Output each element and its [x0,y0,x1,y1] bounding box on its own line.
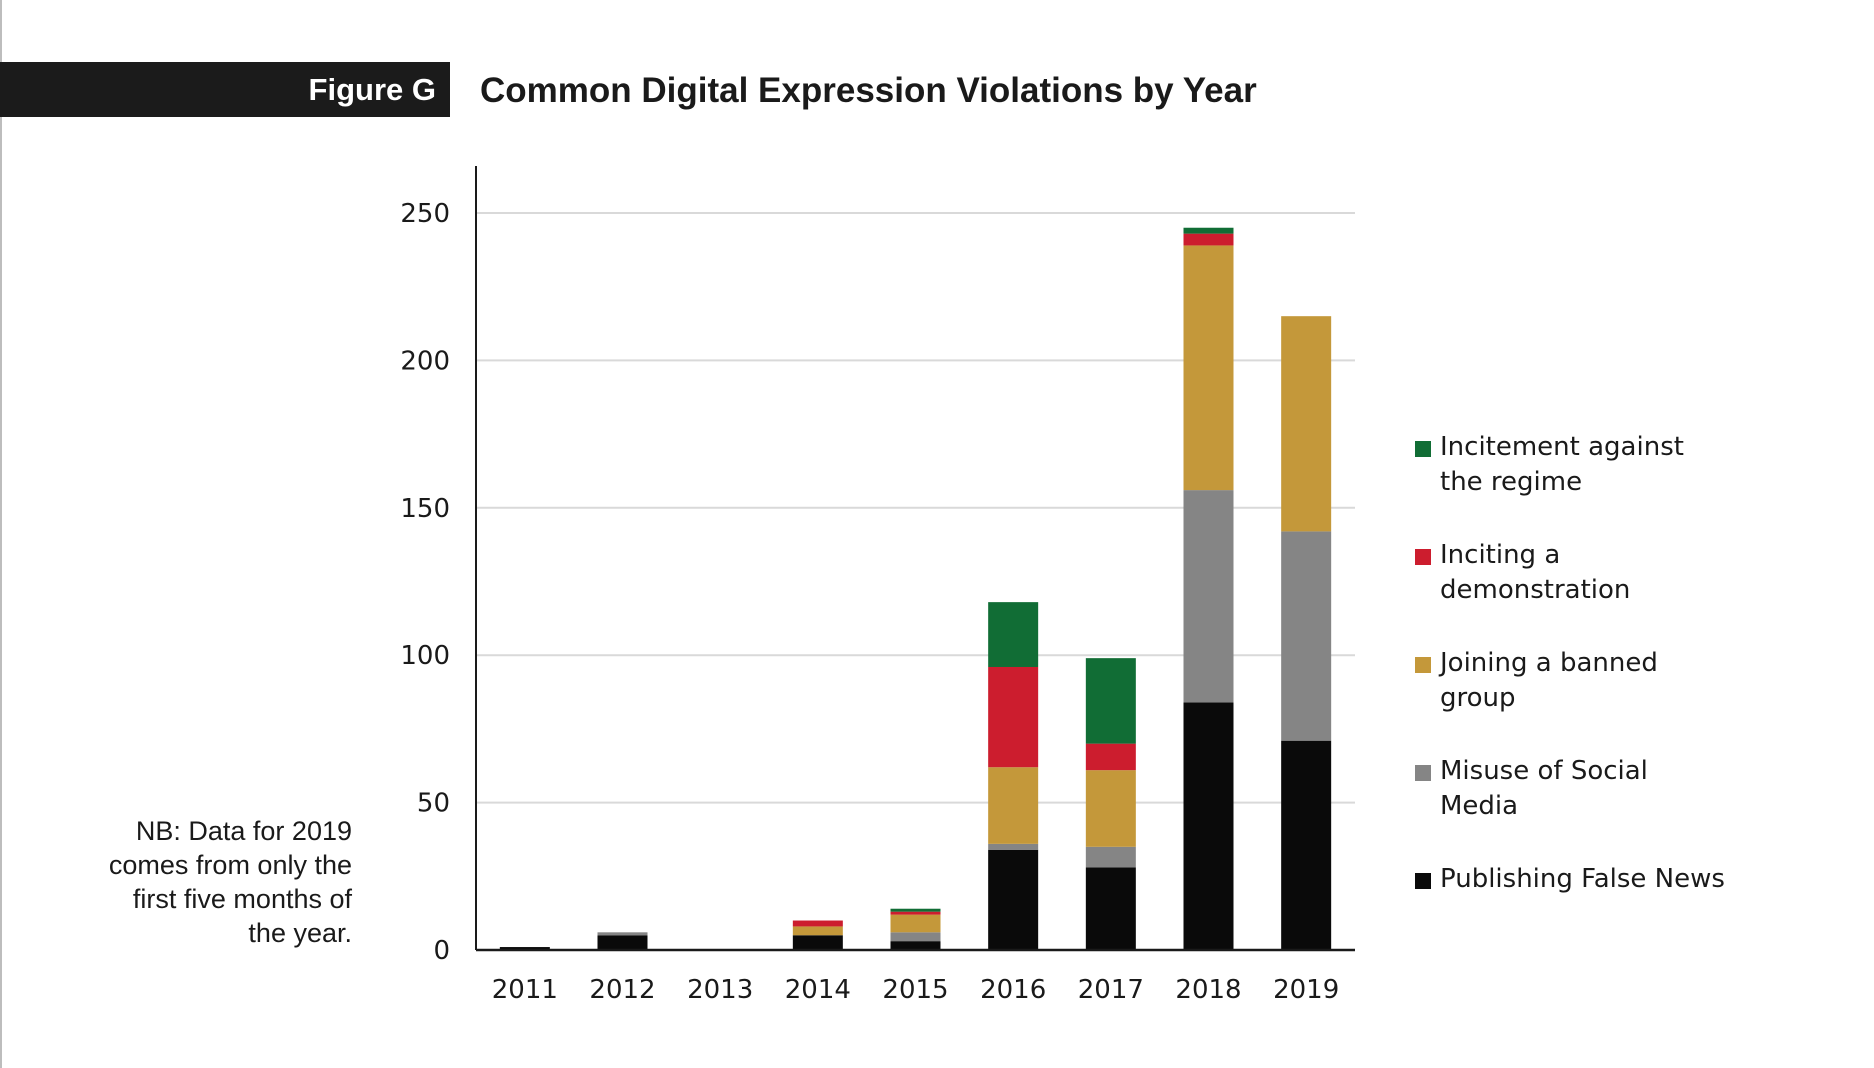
bar-segment-banned-group-2016 [988,767,1039,844]
legend-swatch [1415,873,1431,889]
legend-item-inciting-demo: Inciting a demonstration [1415,538,1745,646]
legend-item-false-news: Publishing False News [1415,862,1745,970]
legend-label: Incitement against the regime [1440,432,1684,497]
legend-item-social-media: Misuse of Social Media [1415,754,1745,862]
legend-swatch [1415,549,1431,565]
bar-segment-false-news-2014 [792,935,843,950]
axes [475,166,1355,952]
bar-segment-inciting-demo-2016 [988,666,1039,768]
legend-swatch [1415,657,1431,673]
bar-segment-inciting-demo-2015 [890,911,941,915]
bar-segment-banned-group-2019 [1281,316,1332,532]
y-tick-label: 100 [400,641,450,671]
bar-segment-inciting-demo-2018 [1183,233,1234,246]
x-tick-label: 2019 [1273,975,1339,1005]
bar-segment-social-media-2017 [1085,846,1136,868]
bar-segment-banned-group-2017 [1085,770,1136,847]
figure-label: Figure G [0,62,450,117]
x-tick-label: 2012 [589,975,655,1005]
x-tick-label: 2013 [687,975,753,1005]
bar-segment-incitement-2018 [1183,227,1234,234]
bar-segment-incitement-2017 [1085,658,1136,744]
y-tick-label: 0 [433,936,450,966]
bar-segment-false-news-2017 [1085,867,1136,950]
bar-segment-false-news-2018 [1183,702,1234,950]
bar-segment-false-news-2019 [1281,740,1332,950]
bar-segment-social-media-2015 [890,932,941,942]
legend-swatch [1415,765,1431,781]
bar-segment-social-media-2019 [1281,531,1332,741]
x-tick-label: 2018 [1175,975,1241,1005]
legend-label: Publishing False News [1440,864,1725,894]
y-tick-label: 50 [417,789,450,819]
chart-legend: Incitement against the regime Inciting a … [1415,430,1745,970]
bar-segment-false-news-2016 [988,849,1039,950]
bar-segment-banned-group-2018 [1183,245,1234,491]
chart-title: Common Digital Expression Violations by … [480,71,1257,110]
legend-label: Inciting a demonstration [1440,540,1631,605]
bar-segment-social-media-2016 [988,843,1039,850]
legend-swatch [1415,441,1431,457]
bar-segment-social-media-2018 [1183,490,1234,703]
page-left-rule [0,0,2,1068]
tick-labels: 0 50 100 150 200 250 2011 2012 2013 2014 2015 2016 2… [400,199,1339,1005]
y-tick-label: 150 [400,494,450,524]
y-tick-label: 200 [400,346,450,376]
x-tick-label: 2017 [1078,975,1144,1005]
x-tick-label: 2015 [882,975,948,1005]
bar-segment-social-media-2012 [597,932,648,936]
bar-segment-false-news-2011 [499,947,550,950]
bar-segment-incitement-2016 [988,602,1039,667]
legend-item-incitement: Incitement against the regime [1415,430,1745,538]
legend-label: Joining a banned group [1440,648,1658,713]
legend-item-banned-group: Joining a banned group [1415,646,1745,754]
legend-label: Misuse of Social Media [1440,756,1648,821]
x-tick-label: 2011 [492,975,558,1005]
bar-segment-false-news-2015 [890,941,941,950]
bars [499,227,1332,950]
x-tick-label: 2016 [980,975,1046,1005]
chart-note: NB: Data for 2019 comes from only the fi… [108,816,352,948]
bar-segment-banned-group-2014 [792,926,843,936]
bar-segment-false-news-2012 [597,935,648,950]
bar-segment-inciting-demo-2017 [1085,743,1136,771]
bar-segment-incitement-2015 [890,908,941,912]
y-tick-label: 250 [400,199,450,229]
bar-segment-inciting-demo-2014 [792,920,843,927]
bar-segment-banned-group-2015 [890,914,941,933]
x-tick-label: 2014 [785,975,851,1005]
